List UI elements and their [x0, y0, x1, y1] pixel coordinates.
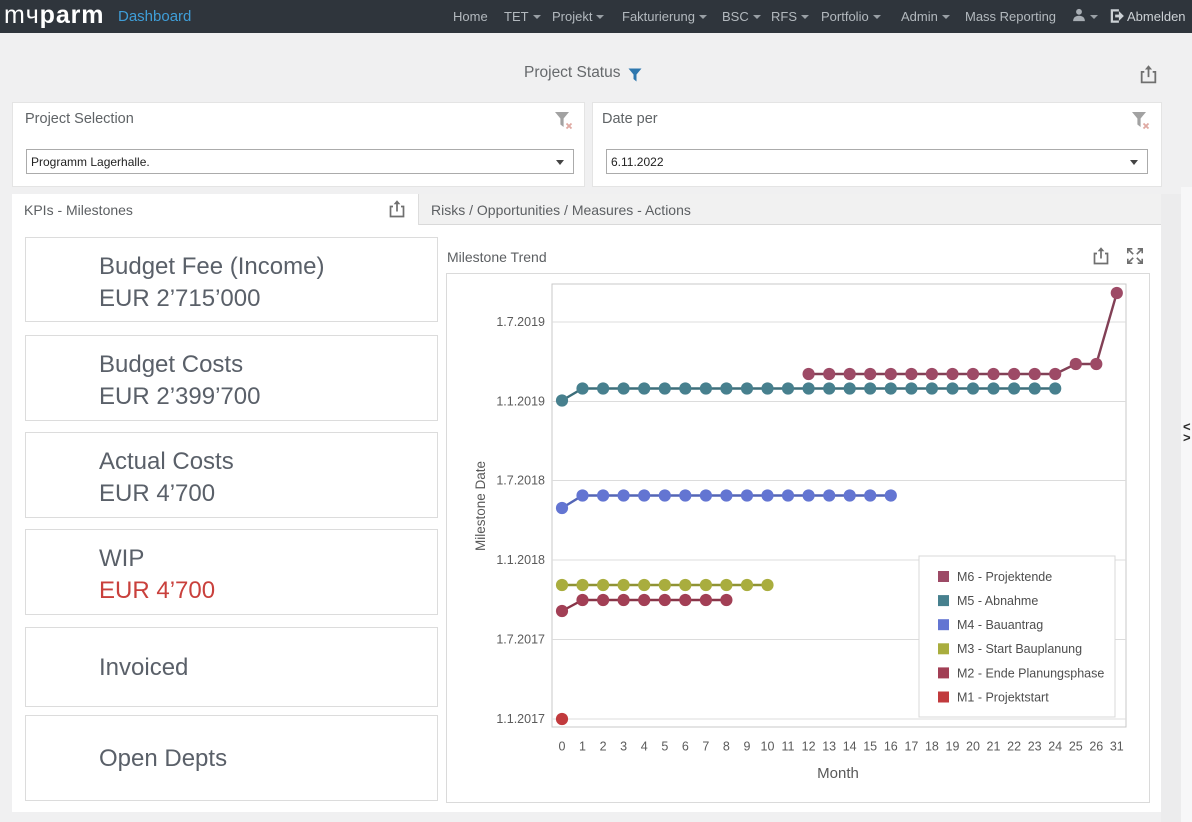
svg-text:M2 - Ende Planungsphase: M2 - Ende Planungsphase	[957, 666, 1104, 680]
svg-text:18: 18	[925, 740, 939, 754]
svg-text:19: 19	[946, 740, 960, 754]
svg-text:M5 - Abnahme: M5 - Abnahme	[957, 594, 1038, 608]
svg-text:6: 6	[682, 740, 689, 754]
svg-text:M1 - Projektstart: M1 - Projektstart	[957, 690, 1049, 704]
svg-text:31: 31	[1110, 740, 1124, 754]
svg-text:9: 9	[744, 740, 751, 754]
svg-text:10: 10	[761, 740, 775, 754]
svg-text:8: 8	[723, 740, 730, 754]
svg-text:21: 21	[987, 740, 1001, 754]
svg-text:1.7.2019: 1.7.2019	[496, 315, 545, 329]
svg-text:13: 13	[822, 740, 836, 754]
svg-text:1: 1	[579, 740, 586, 754]
svg-text:17: 17	[904, 740, 918, 754]
svg-text:14: 14	[843, 740, 857, 754]
svg-text:3: 3	[620, 740, 627, 754]
svg-text:7: 7	[702, 740, 709, 754]
svg-text:Milestone Date: Milestone Date	[473, 461, 488, 551]
svg-text:26: 26	[1089, 740, 1103, 754]
svg-text:16: 16	[884, 740, 898, 754]
svg-text:23: 23	[1028, 740, 1042, 754]
svg-text:2: 2	[600, 740, 607, 754]
svg-text:22: 22	[1007, 740, 1021, 754]
svg-text:M4 - Bauantrag: M4 - Bauantrag	[957, 618, 1043, 632]
svg-text:12: 12	[802, 740, 816, 754]
svg-text:4: 4	[641, 740, 648, 754]
svg-text:15: 15	[863, 740, 877, 754]
svg-text:5: 5	[661, 740, 668, 754]
svg-text:1.7.2017: 1.7.2017	[496, 633, 545, 647]
svg-text:20: 20	[966, 740, 980, 754]
svg-text:11: 11	[782, 740, 795, 754]
svg-text:1.1.2019: 1.1.2019	[496, 395, 545, 409]
svg-text:0: 0	[559, 740, 566, 754]
svg-text:1.7.2018: 1.7.2018	[496, 474, 545, 488]
svg-text:Month: Month	[817, 765, 859, 782]
svg-text:24: 24	[1048, 740, 1062, 754]
svg-text:25: 25	[1069, 740, 1083, 754]
svg-text:M3 - Start Bauplanung: M3 - Start Bauplanung	[957, 642, 1082, 656]
svg-text:1.1.2018: 1.1.2018	[496, 553, 545, 567]
svg-text:1.1.2017: 1.1.2017	[496, 712, 545, 726]
svg-text:M6 - Projektende: M6 - Projektende	[957, 570, 1052, 584]
